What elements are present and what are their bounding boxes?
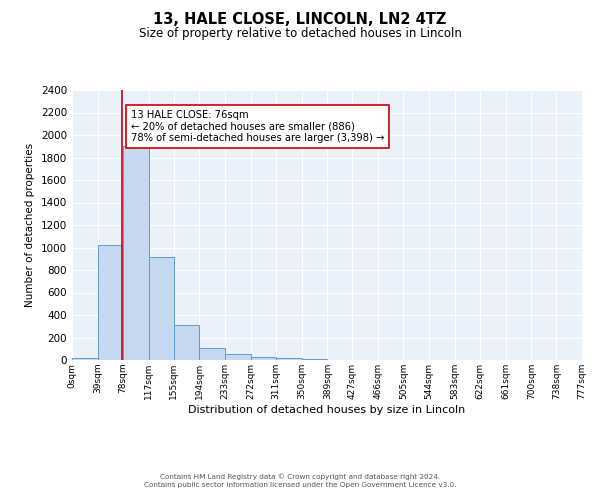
Bar: [98, 245, 123, 360]
Bar: [199, 348, 225, 360]
Text: 13, HALE CLOSE, LINCOLN, LN2 4TZ: 13, HALE CLOSE, LINCOLN, LN2 4TZ: [154, 12, 446, 28]
Text: Contains HM Land Registry data © Crown copyright and database right 2024.
Contai: Contains HM Land Registry data © Crown c…: [144, 474, 456, 488]
Bar: [225, 354, 251, 360]
X-axis label: Distribution of detached houses by size in Lincoln: Distribution of detached houses by size …: [188, 404, 466, 414]
Y-axis label: Number of detached properties: Number of detached properties: [25, 143, 35, 307]
Text: Size of property relative to detached houses in Lincoln: Size of property relative to detached ho…: [139, 28, 461, 40]
Bar: [149, 256, 174, 360]
Bar: [123, 146, 149, 360]
Bar: [174, 324, 199, 360]
Bar: [276, 358, 302, 360]
Bar: [72, 358, 98, 360]
Bar: [251, 356, 276, 360]
Text: 13 HALE CLOSE: 76sqm
← 20% of detached houses are smaller (886)
78% of semi-deta: 13 HALE CLOSE: 76sqm ← 20% of detached h…: [131, 110, 385, 144]
